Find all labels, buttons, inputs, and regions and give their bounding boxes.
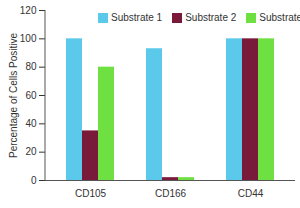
- svg-text:CD105: CD105: [75, 188, 107, 199]
- svg-text:20: 20: [25, 146, 37, 157]
- svg-text:Percentage of Cells Positive: Percentage of Cells Positive: [8, 33, 19, 159]
- svg-text:CD166: CD166: [155, 188, 187, 199]
- svg-text:60: 60: [25, 90, 37, 101]
- html-text:Substrate 1: Substrate 1: [111, 12, 163, 23]
- svg-text:80: 80: [25, 61, 37, 72]
- svg-text:40: 40: [25, 118, 37, 129]
- svg-text:0: 0: [31, 175, 37, 186]
- svg-text:CD44: CD44: [238, 188, 264, 199]
- svg-text:120: 120: [20, 5, 37, 16]
- svg-text:100: 100: [20, 33, 37, 44]
- html-text:Substrate 2: Substrate 2: [185, 12, 237, 23]
